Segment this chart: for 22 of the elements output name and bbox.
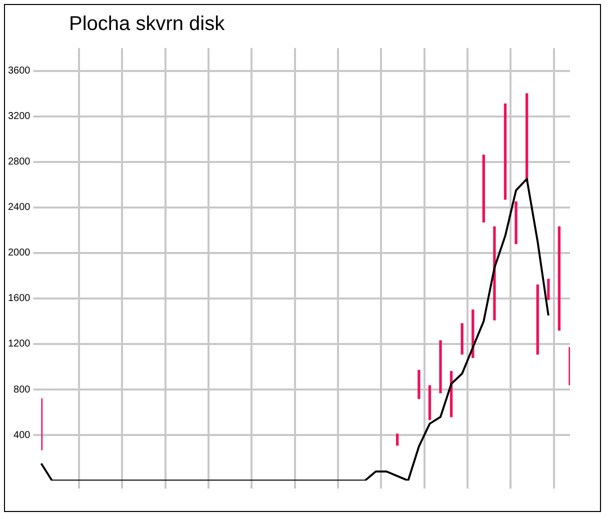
y-tick-label: 3600 — [8, 66, 31, 77]
bar — [439, 340, 442, 394]
bar — [428, 385, 432, 420]
y-tick-label: 1200 — [8, 338, 31, 350]
bar — [418, 370, 420, 399]
y-tick-label: 800 — [14, 384, 31, 396]
y-tick-label: 3200 — [8, 111, 31, 122]
bar — [558, 226, 561, 331]
y-tick-label: 2800 — [8, 156, 31, 168]
bar — [504, 103, 507, 200]
y-tick-label: 1600 — [8, 293, 31, 304]
bar — [493, 226, 496, 320]
y-tick-label: 400 — [14, 430, 31, 441]
bar — [514, 201, 518, 244]
chart-title: Plocha skvrn disk — [69, 13, 225, 36]
y-tick-label: 2000 — [8, 248, 31, 259]
bar — [547, 278, 550, 300]
bar — [460, 323, 464, 355]
bar — [396, 434, 399, 446]
bar — [482, 154, 486, 223]
bar — [536, 284, 539, 355]
y-tick-label: 2400 — [8, 202, 31, 214]
